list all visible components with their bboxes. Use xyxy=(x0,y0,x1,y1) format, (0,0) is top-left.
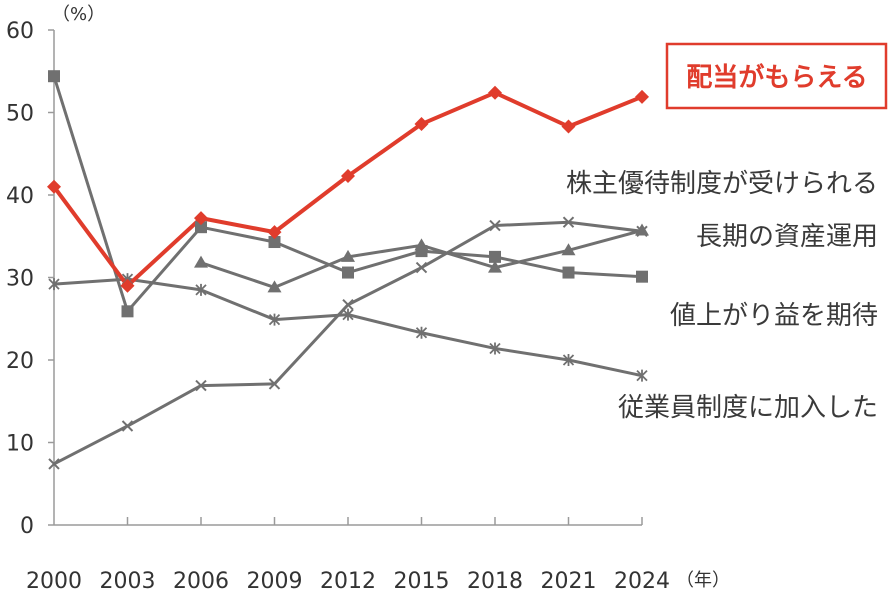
y-unit-label: （%） xyxy=(52,4,105,25)
data-point xyxy=(342,308,354,321)
data-point xyxy=(47,179,61,194)
highlight-legend: 配当がもらえる xyxy=(665,42,888,110)
data-point xyxy=(48,70,60,83)
axes: 0 10 20 30 40 50 60 2000 2003 2006 2009 2012 2015 201… xyxy=(6,19,670,594)
data-point xyxy=(194,211,208,226)
series-label-shareholder-benefits: 株主優待制度が受けられる xyxy=(566,169,878,199)
data-point xyxy=(195,221,207,234)
data-point xyxy=(48,458,60,470)
data-point xyxy=(342,299,354,311)
y-tick-label: 0 xyxy=(20,514,34,539)
data-point xyxy=(489,219,501,232)
y-tick-label: 50 xyxy=(6,102,34,127)
highlight-legend-box xyxy=(665,42,888,110)
x-tick-label: 2015 xyxy=(394,569,450,594)
series-label-employee-plan: 従業員制度に加入した xyxy=(618,393,878,423)
data-point xyxy=(562,266,575,279)
series-markers xyxy=(47,70,649,470)
y-tick-label: 10 xyxy=(6,432,34,457)
data-point xyxy=(562,216,575,228)
series-label-long-term-investment: 長期の資産運用 xyxy=(696,222,878,252)
y-tick-label: 60 xyxy=(6,19,34,44)
data-point xyxy=(561,119,576,134)
series-label-capital-gains: 値上がり益を期待 xyxy=(670,301,878,331)
data-point xyxy=(267,280,282,293)
data-point xyxy=(489,342,501,355)
x-tick-label: 2009 xyxy=(247,569,303,594)
data-point xyxy=(415,245,428,258)
data-point xyxy=(195,283,207,296)
x-tick-label: 2021 xyxy=(541,569,597,594)
x-tick-label: 2024 xyxy=(614,569,670,594)
data-point xyxy=(341,249,355,262)
data-point xyxy=(48,278,60,291)
data-point xyxy=(635,89,649,104)
data-point xyxy=(268,378,281,390)
x-tick-label: 2003 xyxy=(100,569,156,594)
data-point xyxy=(561,243,576,256)
x-tick-label: 2018 xyxy=(467,569,523,594)
data-point xyxy=(342,266,354,279)
data-point xyxy=(121,420,134,432)
data-point xyxy=(268,313,281,326)
data-point xyxy=(562,354,575,366)
y-tick-label: 20 xyxy=(6,349,34,374)
data-point xyxy=(268,236,281,249)
x-tick-label: 2012 xyxy=(320,569,376,594)
data-point xyxy=(194,255,208,268)
data-point xyxy=(636,270,648,283)
data-point xyxy=(195,379,207,392)
data-point xyxy=(415,261,428,274)
data-point xyxy=(489,250,501,263)
data-point xyxy=(121,305,134,318)
data-point xyxy=(267,225,282,240)
data-point xyxy=(488,85,502,100)
data-point xyxy=(636,369,648,382)
y-tick-label: 40 xyxy=(6,184,34,209)
y-tick-label: 30 xyxy=(6,267,34,292)
data-point xyxy=(635,223,649,236)
data-point xyxy=(488,260,502,273)
data-point xyxy=(341,169,355,184)
series-label-dividends: 配当がもらえる xyxy=(686,62,867,93)
x-unit-label: （年） xyxy=(676,570,730,591)
data-point xyxy=(415,326,428,339)
data-point xyxy=(414,117,429,132)
x-tick-label: 2000 xyxy=(26,569,82,594)
data-point xyxy=(120,278,135,293)
x-tick-label: 2006 xyxy=(173,569,229,594)
